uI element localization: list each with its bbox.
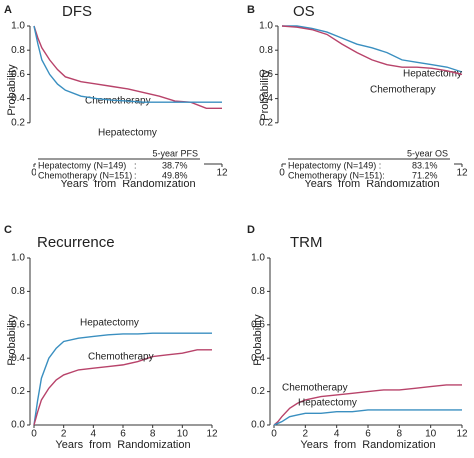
table-cell: 71.2% (412, 170, 438, 180)
y-tick-label: 0.8 (259, 45, 273, 56)
x-tick-label: 10 (425, 429, 437, 440)
series-label: Hepatectomy (80, 318, 139, 329)
table-cell: 83.1% (412, 160, 438, 170)
series-label: Chemotherapy (88, 352, 154, 363)
y-tick-label: 1.0 (11, 21, 25, 32)
x-tick-label: 0 (279, 168, 285, 179)
x-tick-label: 12 (456, 168, 468, 179)
x-axis-label: Years from Randomization (300, 439, 435, 451)
panel-letter: C (4, 224, 12, 236)
y-axis-label: Probability (6, 64, 18, 116)
series-label: Hepatectomy (298, 398, 357, 409)
table-background (36, 148, 204, 180)
panel-title: DFS (62, 3, 92, 20)
x-axis-label: Years from Randomization (60, 178, 195, 190)
x-tick-label: 2 (61, 429, 67, 440)
y-tick-label: 1.0 (11, 253, 25, 264)
x-tick-label: 8 (150, 429, 156, 440)
survival-curve (281, 25, 463, 76)
panel-letter: D (247, 224, 255, 236)
y-axis-label: Probability (6, 314, 18, 366)
y-tick-label: 0.2 (11, 386, 25, 397)
panel-title: OS (293, 3, 315, 20)
y-tick-label: 0.8 (251, 286, 265, 297)
x-tick-label: 0 (31, 429, 37, 440)
table-header: 5-year PFS (152, 148, 198, 158)
y-tick-label: 0.6 (11, 69, 25, 80)
x-tick-label: 12 (456, 429, 468, 440)
table-header: 5-year OS (407, 148, 448, 158)
series-label: Chemotherapy (370, 85, 436, 96)
y-tick-label: 0.6 (251, 319, 265, 330)
table-cell: Chemotherapy (N=151): (288, 170, 385, 180)
y-tick-label: 0.2 (251, 386, 265, 397)
panel-letter: A (4, 4, 12, 16)
y-axis-label: Probability (259, 69, 271, 121)
x-tick-label: 8 (397, 429, 403, 440)
table-cell: Hepatectomy (N=149) : (288, 160, 381, 170)
y-tick-label: 0.6 (259, 69, 273, 80)
x-tick-label: 12 (206, 429, 218, 440)
table-cell: Chemotherapy (N=151) (38, 170, 132, 180)
x-tick-label: 4 (334, 429, 340, 440)
survival-curve (33, 25, 222, 103)
x-tick-label: 0 (271, 429, 277, 440)
table-cell: 38.7% (162, 160, 188, 170)
x-tick-label: 6 (120, 429, 126, 440)
x-tick-label: 2 (303, 429, 309, 440)
x-tick-label: 4 (91, 429, 97, 440)
y-tick-label: 0.4 (259, 93, 273, 104)
y-tick-label: 0.0 (11, 420, 25, 431)
table-cell: Hepatectomy (N=149) (38, 160, 126, 170)
y-tick-label: 0.4 (11, 93, 25, 104)
panel-title: Recurrence (37, 234, 115, 251)
survival-curve (273, 384, 462, 426)
y-tick-label: 0.8 (11, 45, 25, 56)
series-label: Hepatectomy (98, 128, 157, 139)
y-tick-label: 0.0 (251, 420, 265, 431)
table-cell: : (134, 170, 137, 180)
panel-letter: B (247, 4, 255, 16)
y-tick-label: 0.6 (11, 319, 25, 330)
survival-curve (273, 409, 462, 426)
series-label: Chemotherapy (282, 383, 348, 394)
panel-title: TRM (290, 234, 323, 251)
x-tick-label: 0 (31, 168, 37, 179)
y-tick-label: 0.4 (11, 353, 25, 364)
y-tick-label: 0.8 (11, 286, 25, 297)
y-tick-label: 0.4 (251, 353, 265, 364)
x-tick-label: 6 (365, 429, 371, 440)
table-cell: : (134, 160, 137, 170)
table-background (286, 148, 454, 180)
y-tick-label: 0.2 (11, 117, 25, 128)
y-tick-label: 0.2 (259, 117, 273, 128)
series-label: Hepatectomy (403, 69, 462, 80)
y-axis-label: Probability (252, 314, 264, 366)
x-tick-label: 10 (177, 429, 189, 440)
survival-curve (33, 349, 212, 426)
y-tick-label: 1.0 (259, 21, 273, 32)
y-tick-label: 1.0 (251, 253, 265, 264)
x-tick-label: 12 (216, 168, 228, 179)
x-axis-label: Years from Randomization (55, 439, 190, 451)
x-axis-label: Years from Randomization (304, 178, 439, 190)
survival-curve (282, 25, 463, 73)
survival-curve (33, 332, 212, 426)
table-cell: 49.8% (162, 170, 188, 180)
